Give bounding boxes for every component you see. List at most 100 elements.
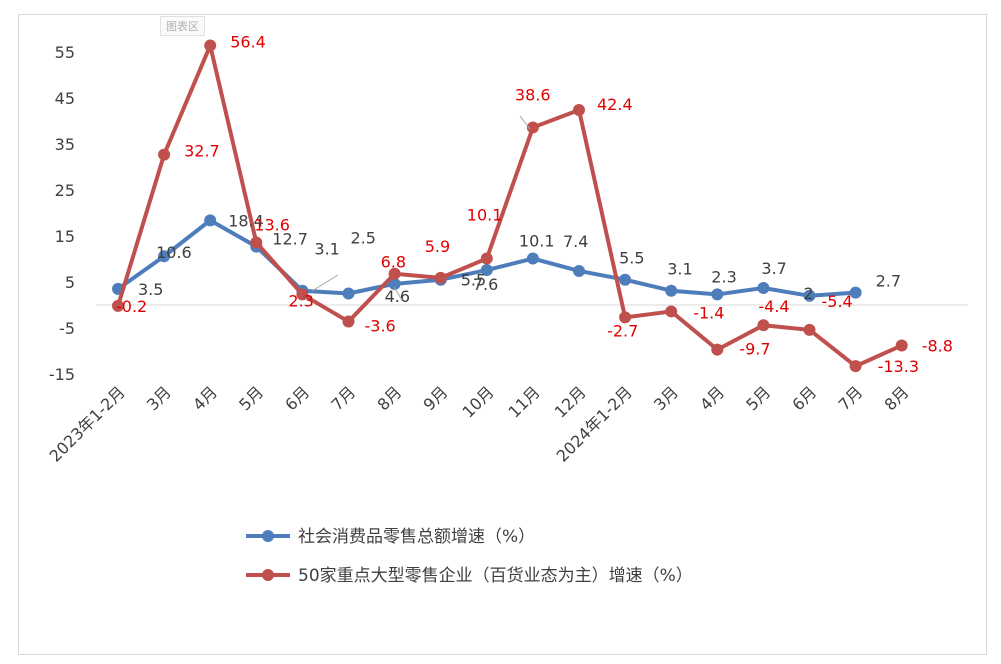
series-1-data-label: 2.3	[711, 267, 736, 286]
series-1-data-label: 3.7	[761, 259, 786, 278]
series-1-point	[342, 287, 355, 300]
series-2-data-label: -0.2	[116, 297, 147, 316]
x-tick-label: 12月	[551, 382, 590, 421]
series-1-point	[573, 264, 585, 277]
series-1-data-label: 5.5	[619, 249, 644, 268]
series-2-point	[526, 121, 539, 134]
series-2-data-label: -1.4	[693, 303, 724, 322]
x-tick-label: 8月	[373, 382, 405, 414]
series-2-point	[757, 319, 770, 332]
y-tick-label: -15	[49, 365, 75, 384]
series-2-point	[573, 103, 585, 116]
series-2-data-label: 5.9	[425, 237, 450, 256]
series-2-point	[849, 360, 862, 373]
series-2-point	[480, 252, 493, 265]
series-2-data-label: 56.4	[230, 33, 266, 52]
series-2-data-label: -3.6	[365, 317, 396, 336]
series-2-point	[296, 288, 309, 301]
y-tick-label: 45	[55, 89, 75, 108]
series-1-data-label: 2.7	[876, 272, 901, 291]
series-1-data-label: 5.5	[461, 271, 486, 290]
series-1-point	[803, 289, 816, 302]
series-2-point	[204, 39, 217, 52]
x-tick-label: 6月	[281, 382, 313, 414]
series-2-data-label: 42.4	[597, 95, 633, 114]
series-1-point	[526, 252, 539, 265]
series-2-point	[895, 339, 908, 352]
x-tick-label: 3月	[143, 382, 175, 414]
series-1-data-label: 7.4	[563, 232, 588, 251]
series-1-point	[388, 277, 401, 290]
x-tick-label: 3月	[650, 382, 682, 414]
series-2-data-label: -13.3	[878, 357, 919, 376]
series-2-point	[803, 323, 816, 336]
series-1-point	[158, 250, 171, 263]
series-2-point	[665, 305, 678, 318]
series-2-data-label: -8.8	[922, 336, 953, 355]
series-1-data-label: 2.5	[351, 229, 376, 248]
series-2-data-label: 6.8	[381, 253, 406, 272]
x-tick-label: 6月	[788, 382, 820, 414]
series-2-data-label: -4.4	[758, 297, 789, 316]
legend-label-1: 社会消费品零售总额增速（%）	[298, 527, 535, 547]
leader-line	[519, 115, 531, 130]
series-1-data-label: 3.5	[138, 280, 163, 299]
series-1-point	[665, 284, 678, 297]
series-1-point	[480, 264, 493, 277]
legend-marker-1	[262, 530, 274, 542]
x-tick-label: 2023年1-2月	[45, 382, 128, 465]
series-1-data-label: 10.1	[519, 232, 555, 251]
series-1-data-label: 12.7	[272, 230, 308, 249]
series-2-data-label: 2.3	[288, 291, 313, 310]
x-tick-label: 11月	[505, 382, 544, 421]
x-tick-label: 4月	[696, 382, 728, 414]
y-tick-label: 35	[55, 135, 75, 154]
series-1-point	[619, 273, 632, 286]
x-tick-label: 5月	[742, 382, 774, 414]
x-tick-label: 9月	[420, 382, 452, 414]
x-tick-label: 10月	[458, 382, 497, 421]
x-tick-label: 7月	[834, 382, 866, 414]
series-1-point	[757, 281, 770, 294]
legend-marker-2	[262, 569, 274, 581]
series-2-point	[711, 343, 724, 356]
x-tick-label: 5月	[235, 382, 267, 414]
series-1-data-label: 4.6	[385, 287, 410, 306]
series-2-point	[619, 311, 632, 324]
series-2-data-label: -9.7	[739, 340, 770, 359]
series-2-point	[388, 267, 401, 280]
series-line-2	[116, 43, 904, 369]
x-tick-label: 8月	[881, 382, 913, 414]
series-2-point	[250, 236, 263, 249]
series-2-point	[112, 299, 124, 312]
leader-line	[393, 286, 403, 301]
series-2-data-label: 38.6	[515, 85, 551, 104]
chart-frame	[18, 14, 987, 655]
leader-line	[311, 274, 339, 292]
series-2-data-label: 32.7	[184, 142, 220, 161]
y-tick-label: 5	[65, 273, 75, 292]
x-tick-label: 4月	[189, 382, 221, 414]
y-tick-label: 15	[55, 227, 75, 246]
series-2-point	[434, 271, 447, 284]
series-1-data-label: 7.6	[473, 275, 498, 294]
series-2-data-label: 10.1	[467, 206, 503, 225]
series-1-data-label: 2	[804, 284, 814, 303]
series-2-data-label: -2.7	[607, 321, 638, 340]
x-tick-label: 7月	[327, 382, 359, 414]
series-1-point	[204, 214, 217, 227]
series-1-data-label: 10.6	[156, 243, 192, 262]
plot-area-tag: 图表区	[160, 16, 205, 36]
legend-label-2: 50家重点大型零售企业（百货业态为主）增速（%）	[298, 566, 693, 586]
series-2-data-label: 13.6	[254, 215, 290, 234]
series-1-data-label: 3.1	[314, 240, 339, 259]
series-2-point	[342, 315, 355, 328]
y-tick-label: -5	[59, 319, 75, 338]
series-1-point	[849, 286, 862, 299]
y-tick-label: 55	[55, 43, 75, 62]
series-2-point	[158, 148, 171, 161]
y-tick-label: 25	[55, 181, 75, 200]
series-2-data-label: -5.4	[822, 292, 853, 311]
